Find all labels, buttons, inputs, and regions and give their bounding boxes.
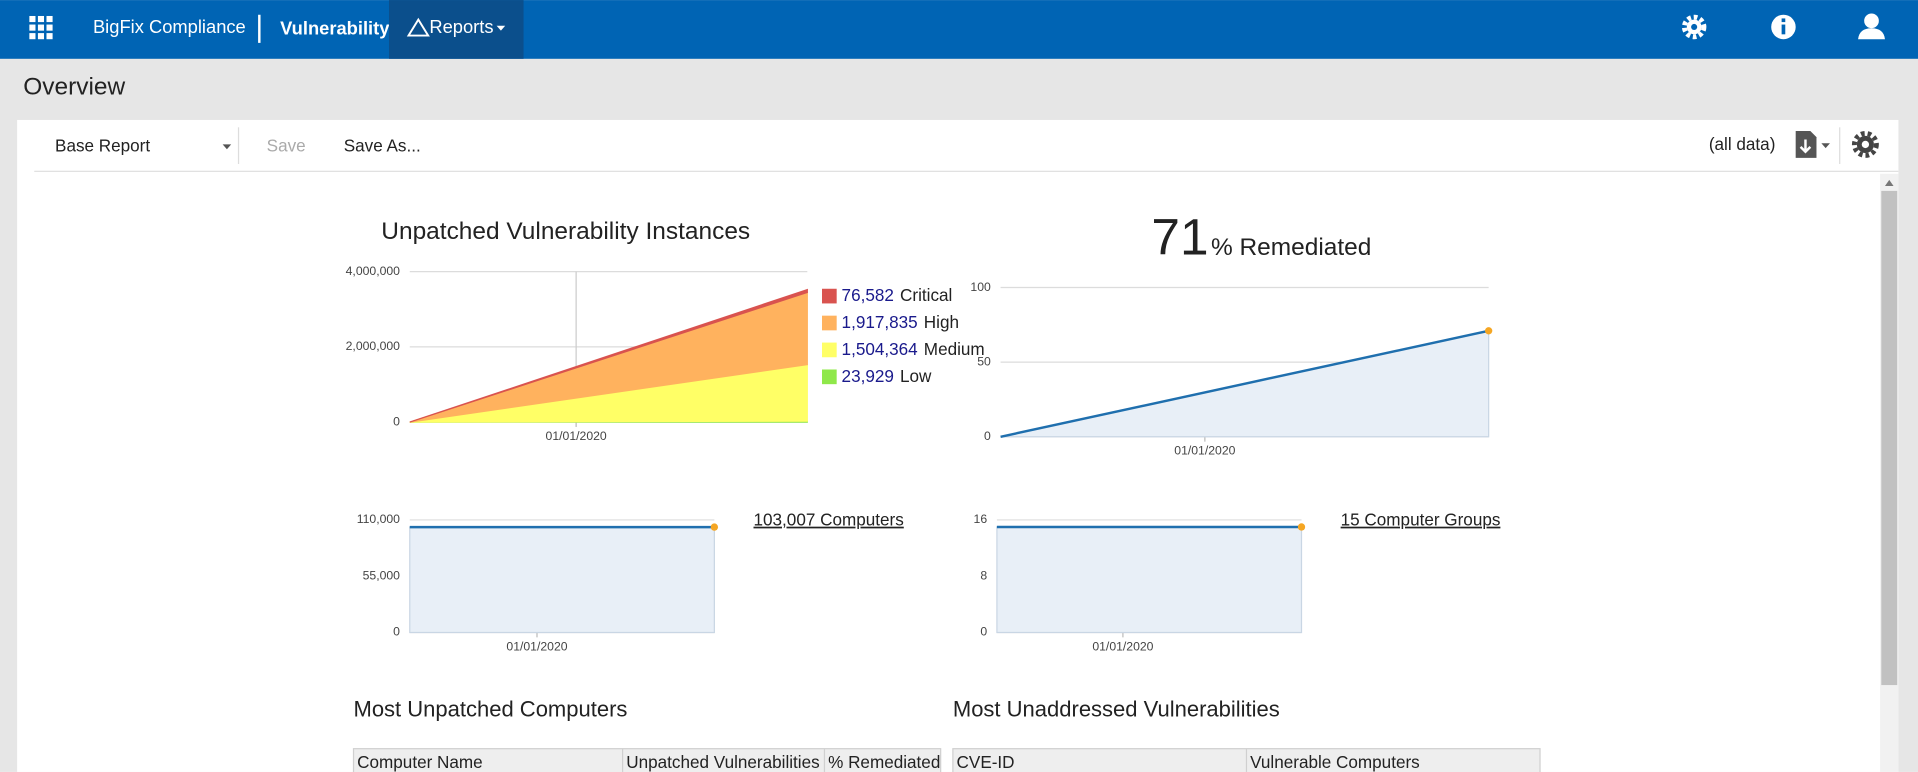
- y-tick-label: 4,000,000: [346, 264, 401, 278]
- x-tick-label: 01/01/2020: [1174, 444, 1235, 458]
- caret: [496, 25, 506, 31]
- column-header[interactable]: Computer Name: [357, 753, 483, 772]
- scrollbar-thumb[interactable]: [1881, 190, 1898, 686]
- line: [1000, 329, 1489, 438]
- y-tick-label: 8: [980, 568, 987, 582]
- legend-entry: 1,504,364 Medium: [842, 339, 985, 358]
- end-marker: [710, 523, 719, 531]
- legend-name: Low: [900, 366, 932, 385]
- settings-icon[interactable]: [1681, 14, 1707, 40]
- top-bar: [0, 0, 1918, 59]
- x-tick-label: 01/01/2020: [506, 639, 567, 653]
- legend-name: High: [924, 313, 959, 332]
- product-name[interactable]: BigFix Compliance: [93, 16, 246, 37]
- legend-name: Critical: [900, 286, 952, 305]
- legend-entry: 76,582 Critical: [842, 286, 953, 305]
- scroll-up[interactable]: [1884, 179, 1894, 187]
- report-select[interactable]: Base Report: [55, 136, 150, 155]
- y-tick-label: 0: [393, 625, 400, 639]
- y-tick-label: 2,000,000: [346, 339, 401, 353]
- end-marker: [1297, 523, 1306, 531]
- app-menu-icon[interactable]: [29, 15, 53, 40]
- save-as-button[interactable]: Save As...: [344, 136, 421, 155]
- info-icon[interactable]: [1771, 14, 1796, 40]
- column-header[interactable]: CVE-ID: [957, 753, 1015, 772]
- y-tick-label: 0: [393, 414, 400, 428]
- legend-name: Medium: [924, 339, 985, 358]
- panel: [17, 119, 1899, 772]
- table-header: [352, 748, 942, 772]
- reports-menu[interactable]: Reports: [429, 16, 493, 37]
- legend-entry: 1,917,835 High: [842, 313, 959, 332]
- x-tick-label: 01/01/2020: [1092, 639, 1153, 653]
- table-title: Most Unpatched Computers: [354, 697, 628, 722]
- chart-link[interactable]: 15 Computer Groups: [1341, 511, 1501, 530]
- legend-value: 23,929: [842, 366, 894, 385]
- caret: [222, 144, 232, 150]
- warning-icon: [406, 17, 430, 37]
- y-tick-label: 16: [974, 512, 988, 526]
- x-tick-label: 01/01/2020: [546, 429, 607, 443]
- column-header[interactable]: Vulnerable Computers: [1250, 753, 1420, 772]
- y-tick-label: 0: [984, 429, 991, 443]
- user-icon[interactable]: [1858, 13, 1885, 40]
- line-area: [409, 526, 715, 634]
- column-header[interactable]: Unpatched Vulnerabilities: [626, 753, 819, 772]
- page-title: Overview: [23, 74, 125, 101]
- scope-label: (all data): [1709, 135, 1776, 154]
- end-marker: [1484, 327, 1493, 335]
- legend-swatch: [822, 369, 837, 385]
- area: [409, 288, 808, 423]
- y-tick-label: 0: [980, 625, 987, 639]
- legend-swatch: [822, 288, 837, 304]
- legend-swatch: [822, 342, 837, 358]
- y-tick-label: 100: [970, 280, 991, 294]
- column-header[interactable]: % Remediated: [828, 753, 940, 772]
- legend-value: 1,504,364: [842, 339, 919, 358]
- legend-entry: 23,929 Low: [842, 366, 932, 385]
- y-tick-label: 50: [977, 354, 991, 368]
- module-name[interactable]: Vulnerability: [280, 17, 390, 38]
- legend-swatch: [822, 315, 837, 331]
- save-button[interactable]: Save: [267, 136, 306, 155]
- kpi-value: 71: [1151, 208, 1208, 266]
- y-tick-label: 55,000: [363, 568, 401, 582]
- y-tick-label: 110,000: [357, 512, 400, 526]
- chart-title: Unpatched Vulnerability Instances: [381, 218, 750, 245]
- table-title: Most Unaddressed Vulnerabilities: [953, 697, 1280, 722]
- export-icon[interactable]: [1795, 130, 1830, 158]
- chart-link[interactable]: 103,007 Computers: [754, 511, 904, 530]
- report-settings-icon[interactable]: [1851, 130, 1879, 158]
- chart-title: % Remediated: [1211, 234, 1371, 261]
- line-area: [996, 526, 1303, 634]
- legend-value: 1,917,835: [842, 313, 918, 332]
- legend-value: 76,582: [842, 286, 894, 305]
